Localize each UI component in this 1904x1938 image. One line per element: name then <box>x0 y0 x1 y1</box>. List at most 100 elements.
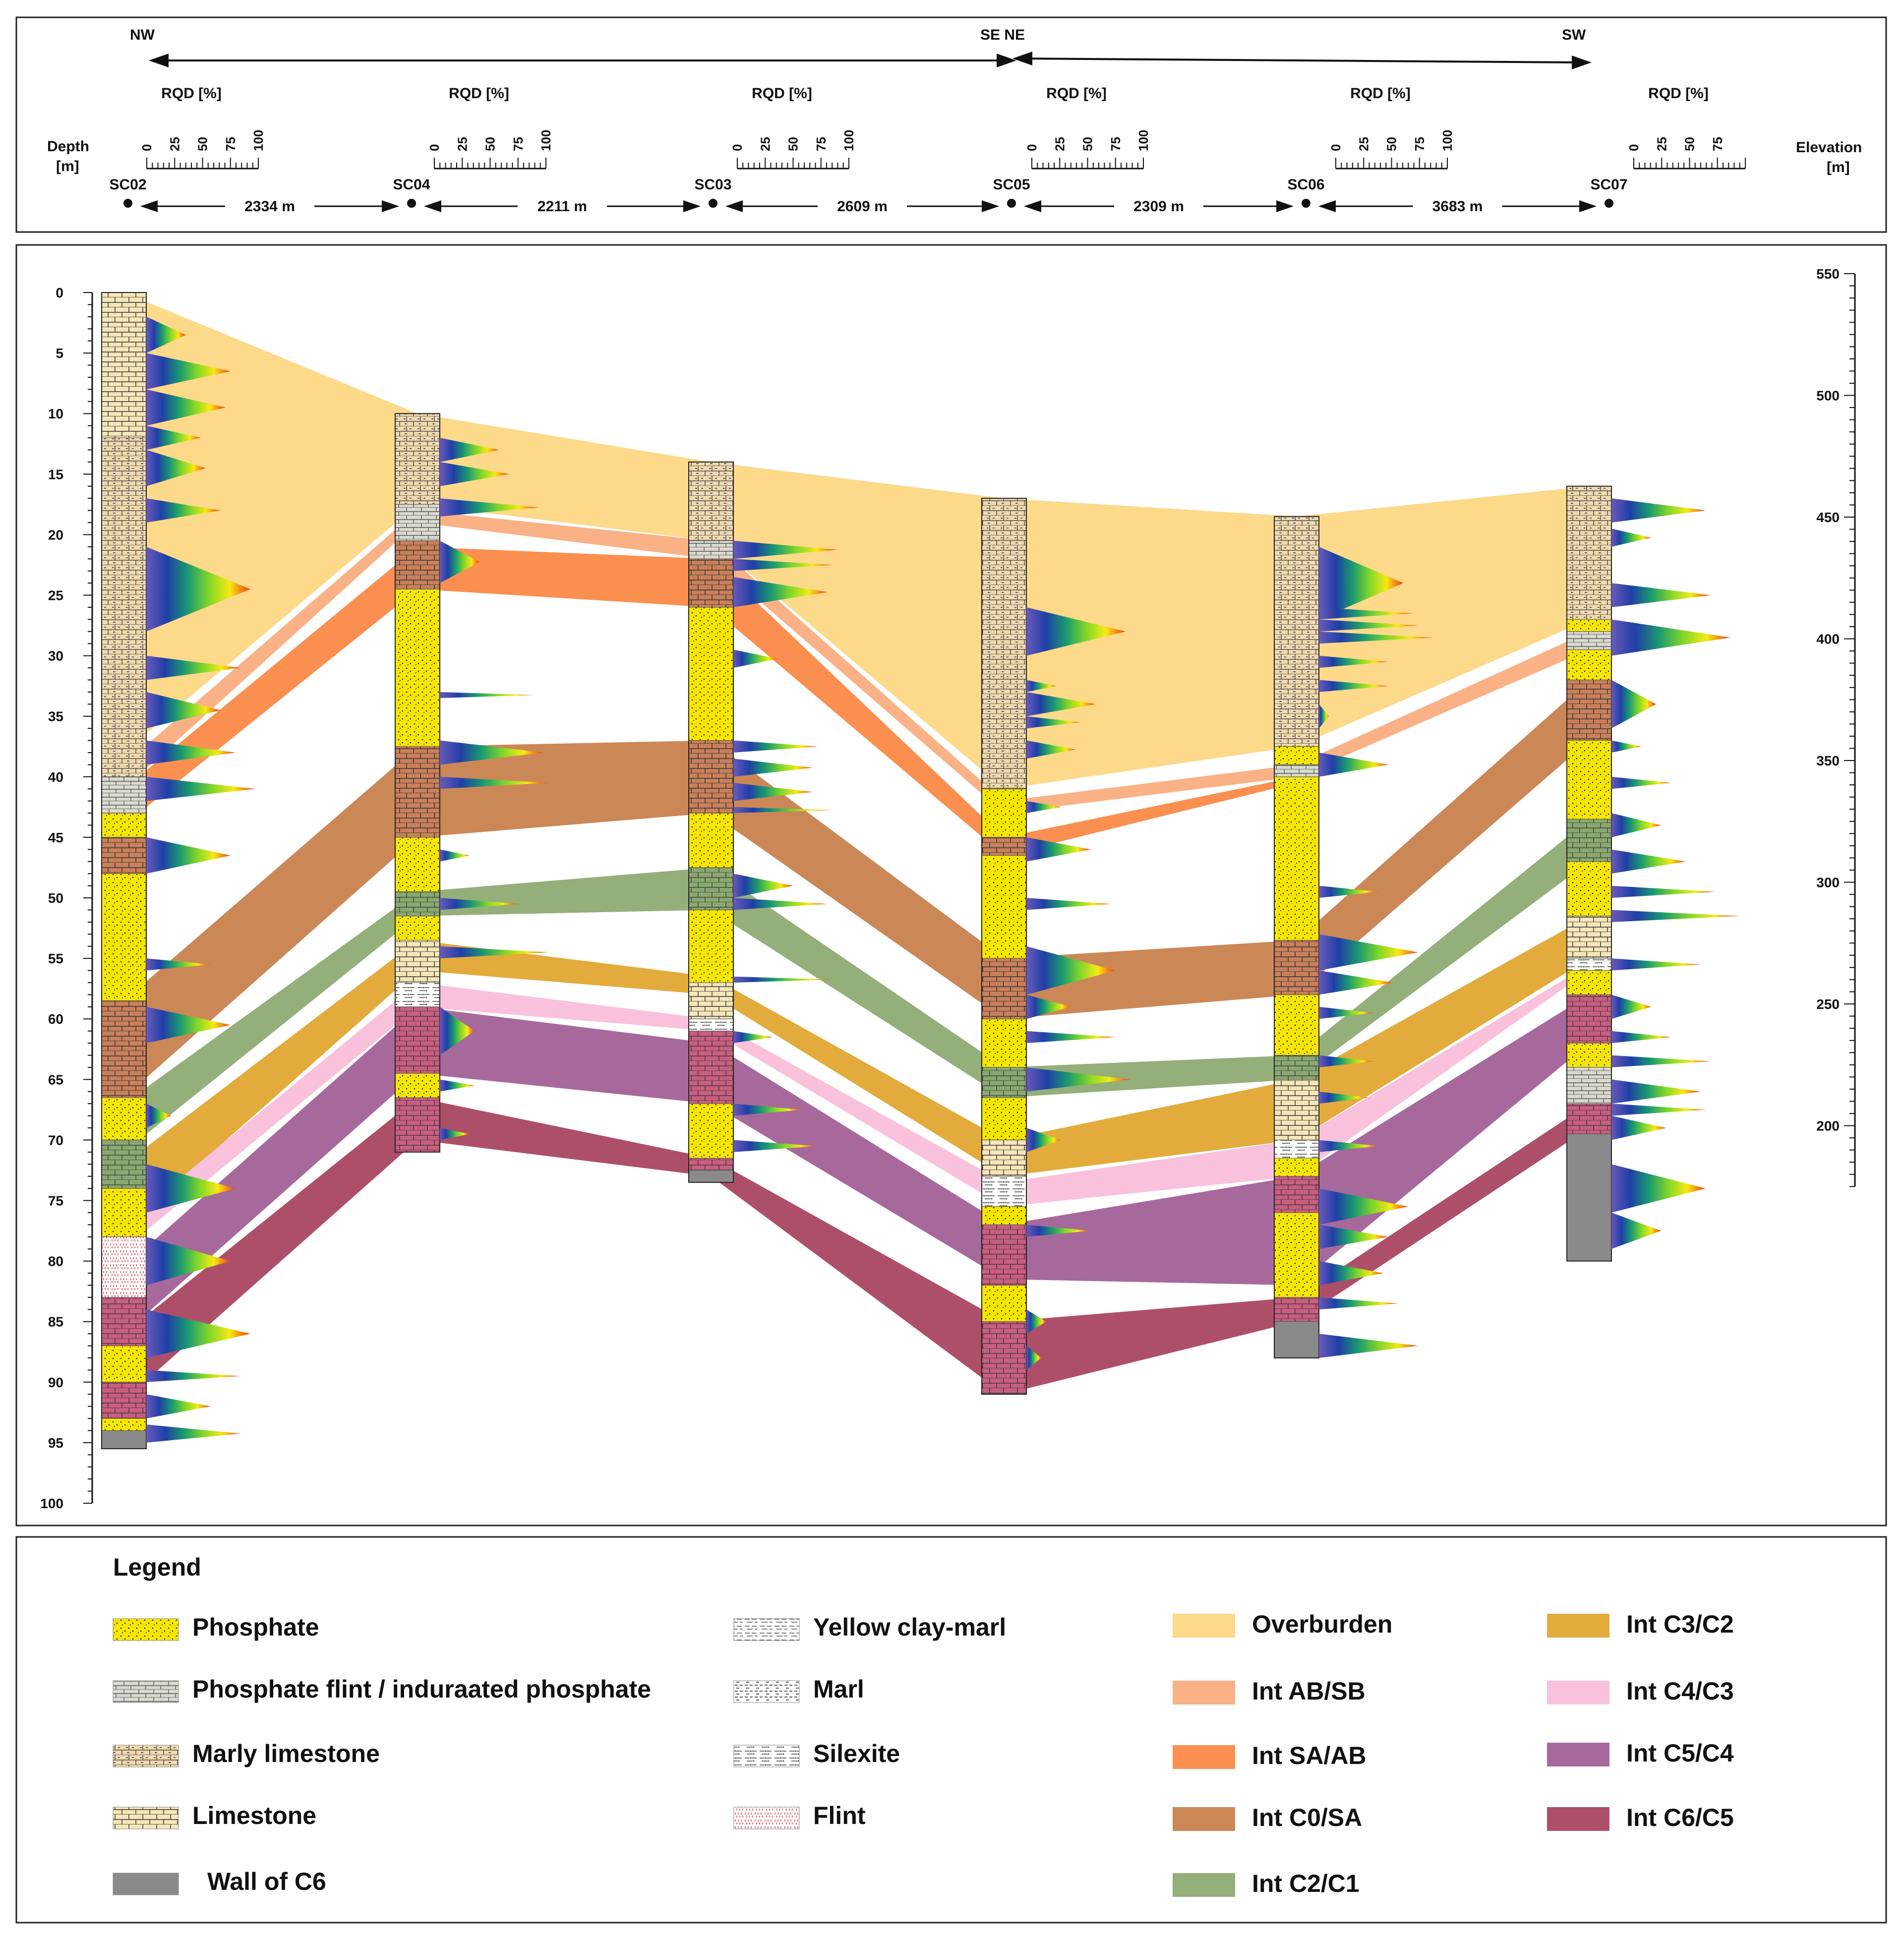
rqd-scale-tick-label: 50 <box>786 137 801 151</box>
layer-sc03 <box>688 607 734 741</box>
legend-label-phosphate-pattern: Phosphate <box>192 1613 319 1641</box>
marl-pattern-icon <box>733 1680 800 1703</box>
limestone-pattern-icon <box>113 1807 179 1829</box>
distance-label: 2309 m <box>1133 198 1184 215</box>
rqd-spike-sc06 <box>1319 934 1418 971</box>
rqd-logs <box>146 316 1740 1443</box>
rqd-spike-sc07 <box>1611 680 1656 729</box>
legend-label-limestone-pattern: Limestone <box>192 1802 316 1829</box>
layer-sc02 <box>101 776 147 814</box>
layer-sc03 <box>688 1031 734 1104</box>
rqd-spike-sc04 <box>440 438 499 462</box>
rqd-spike-sc03 <box>733 898 828 910</box>
header-frame <box>15 16 1887 233</box>
rqd-scale-tick-label: 75 <box>511 137 526 151</box>
depth-tick-label: 45 <box>48 830 63 845</box>
rqd-spike-sc02 <box>146 1424 240 1443</box>
layer-sc04 <box>395 1073 440 1098</box>
well-label-sc06: SC06 <box>1287 176 1324 193</box>
well-marker-sc04 <box>407 199 416 208</box>
rqd-spike-sc04 <box>440 462 509 486</box>
rqd-spike-sc03 <box>733 559 833 571</box>
rqd-spike-sc03 <box>733 1104 803 1116</box>
rqd-spike-sc06 <box>1319 704 1329 729</box>
depth-tick-label: 55 <box>48 951 63 966</box>
rqd-spike-sc02 <box>146 655 240 680</box>
rqd-spike-sc02 <box>146 1006 231 1044</box>
layer-sc07 <box>1566 619 1612 632</box>
layer-sc07 <box>1566 631 1612 650</box>
rqd-spike-sc06 <box>1319 619 1418 632</box>
rqd-spike-sc07 <box>1611 1212 1661 1249</box>
rqd-spike-sc02 <box>146 1164 236 1213</box>
legend-label-int-c4-c3: Int C4/C3 <box>1626 1677 1734 1705</box>
distance-arrowhead-left <box>424 200 441 212</box>
rqd-scale-tick-label: 0 <box>1328 144 1343 151</box>
layer-sc07 <box>1566 740 1612 820</box>
rqd-spike-sc04 <box>440 692 534 699</box>
rqd-spike-sc06 <box>1319 1140 1378 1152</box>
layer-sc05 <box>981 1224 1027 1286</box>
depth-label-line1: Depth <box>47 138 89 155</box>
legend-swatch-int-c6-c5-icon <box>1547 1807 1609 1831</box>
distance-arrowhead-right <box>982 200 999 212</box>
layer-sc02 <box>101 1382 147 1419</box>
layer-sc07 <box>1566 1133 1612 1262</box>
layer-sc02 <box>101 837 147 874</box>
rqd-spike-sc02 <box>146 353 231 390</box>
well-marker-sc05 <box>1007 199 1016 208</box>
legend-label-int-c3-c2: Int C3/C2 <box>1626 1610 1734 1638</box>
rqd-spike-sc05 <box>1026 1031 1116 1044</box>
rqd-scale-tick-label: 75 <box>1412 137 1427 151</box>
legend-label-marly-limestone-pattern: Marly limestone <box>192 1740 380 1767</box>
layer-sc07 <box>1566 916 1612 959</box>
rqd-spike-sc04 <box>440 898 519 910</box>
layer-sc05 <box>981 1285 1027 1322</box>
layer-sc04 <box>395 413 440 505</box>
legend-label-int-sa-ab: Int SA/AB <box>1252 1742 1367 1769</box>
rqd-spike-sc05 <box>1026 801 1061 814</box>
rqd-scale-tick-label: 50 <box>195 137 210 151</box>
rqd-spike-sc07 <box>1611 740 1641 753</box>
layer-sc07 <box>1566 1043 1612 1068</box>
layer-sc04 <box>395 1006 440 1074</box>
silexite-pattern-icon <box>733 1745 800 1767</box>
layer-sc06 <box>1274 1321 1319 1358</box>
layer-sc02 <box>101 292 147 438</box>
elevation-tick-label: 350 <box>1816 753 1840 768</box>
phosphate-flint-pattern-icon <box>113 1680 179 1703</box>
rqd-spike-sc07 <box>1611 995 1651 1019</box>
direction-nw: NW <box>130 27 155 43</box>
distance-label: 2211 m <box>537 198 587 215</box>
layer-sc06 <box>1274 1055 1319 1080</box>
rqd-spike-sc04 <box>440 1127 470 1140</box>
rqd-scale-tick-label: 50 <box>1384 137 1399 151</box>
rqd-spike-sc07 <box>1611 776 1671 789</box>
rqd-scale-tick-label: 100 <box>538 130 553 151</box>
rqd-spike-sc07 <box>1611 1116 1666 1140</box>
layer-sc02 <box>101 1188 147 1237</box>
rqd-spike-sc06 <box>1319 885 1378 898</box>
legend-label-int-c6-c5: Int C6/C5 <box>1626 1804 1734 1831</box>
layer-sc02 <box>101 1139 147 1189</box>
rqd-spike-sc05 <box>1026 995 1071 1019</box>
rqd-scale-tick-label: 50 <box>483 137 498 151</box>
direction-arrow-right <box>1012 52 1592 69</box>
well-marker-sc02 <box>123 199 132 208</box>
elevation-tick-label: 300 <box>1816 875 1840 890</box>
layer-sc06 <box>1274 764 1319 777</box>
layer-sc04 <box>395 837 440 892</box>
layer-sc03 <box>688 1103 734 1159</box>
depth-tick-label: 5 <box>56 346 63 361</box>
elevation-tick-label: 250 <box>1816 997 1840 1012</box>
legend-label-int-ab-sb: Int AB/SB <box>1252 1677 1366 1705</box>
rqd-spike-sc02 <box>146 450 206 486</box>
depth-tick-label: 0 <box>56 285 63 300</box>
layer-sc03 <box>688 909 734 983</box>
rqd-spike-sc05 <box>1026 1346 1041 1370</box>
elevation-tick-label: 200 <box>1816 1118 1840 1134</box>
rqd-spike-sc06 <box>1319 1055 1373 1067</box>
correlation-bands <box>124 293 1589 1401</box>
rqd-spike-sc03 <box>733 540 837 559</box>
elevation-tick-label: 550 <box>1816 266 1840 282</box>
